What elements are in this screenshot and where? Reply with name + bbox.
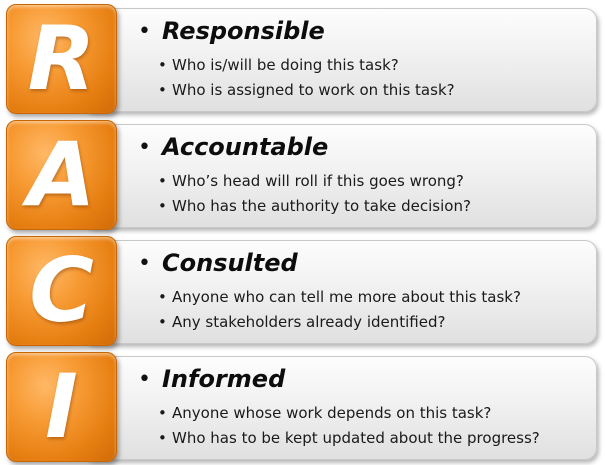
letter-tile-c: C: [6, 236, 117, 346]
bullet-icon: •: [138, 18, 151, 44]
list-item: • Who is assigned to work on this task?: [158, 77, 588, 102]
content-consulted: • Consulted • Anyone who can tell me mor…: [138, 246, 588, 334]
question-text: Any stakeholders already identified?: [172, 312, 446, 331]
role-title-consulted: Consulted: [162, 249, 298, 277]
question-text: Anyone who can tell me more about this t…: [172, 287, 521, 306]
list-item: • Anyone who can tell me more about this…: [158, 284, 588, 309]
question-text: Who has the authority to take decision?: [172, 196, 471, 215]
title-line-responsible: • Responsible: [138, 14, 588, 48]
question-list-responsible: • Who is/will be doing this task? • Who …: [138, 52, 588, 102]
list-item: • Who is/will be doing this task?: [158, 52, 588, 77]
letter-r: R: [27, 7, 96, 110]
question-list-accountable: • Who’s head will roll if this goes wron…: [138, 168, 588, 218]
raci-row-informed: I • Informed • Anyone whose work depends…: [0, 352, 605, 464]
raci-row-responsible: R • Responsible • Who is/will be doing t…: [0, 4, 605, 116]
letter-a: A: [27, 123, 96, 226]
bullet-icon: •: [158, 312, 167, 331]
letter-tile-a: A: [6, 120, 117, 230]
panel-consulted: [82, 240, 597, 344]
letter-i: I: [45, 355, 78, 458]
list-item: • Any stakeholders already identified?: [158, 309, 588, 334]
letter-tile-r: R: [6, 4, 117, 114]
content-responsible: • Responsible • Who is/will be doing thi…: [138, 14, 588, 102]
raci-row-consulted: C • Consulted • Anyone who can tell me m…: [0, 236, 605, 348]
bullet-icon: •: [158, 171, 167, 190]
question-list-consulted: • Anyone who can tell me more about this…: [138, 284, 588, 334]
list-item: • Anyone whose work depends on this task…: [158, 400, 588, 425]
bullet-icon: •: [158, 428, 167, 447]
panel-informed: [82, 356, 597, 460]
role-title-accountable: Accountable: [162, 133, 329, 161]
list-item: • Who has to be kept updated about the p…: [158, 425, 588, 450]
question-text: Who is assigned to work on this task?: [172, 80, 455, 99]
title-line-informed: • Informed: [138, 362, 588, 396]
question-list-informed: • Anyone whose work depends on this task…: [138, 400, 588, 450]
question-text: Anyone whose work depends on this task?: [172, 403, 492, 422]
bullet-icon: •: [158, 403, 167, 422]
title-line-consulted: • Consulted: [138, 246, 588, 280]
content-accountable: • Accountable • Who’s head will roll if …: [138, 130, 588, 218]
bullet-icon: •: [158, 55, 167, 74]
question-text: Who is/will be doing this task?: [172, 55, 399, 74]
panel-accountable: [82, 124, 597, 228]
question-text: Who has to be kept updated about the pro…: [172, 428, 540, 447]
role-title-informed: Informed: [162, 365, 286, 393]
bullet-icon: •: [138, 366, 151, 392]
raci-row-accountable: A • Accountable • Who’s head will roll i…: [0, 120, 605, 232]
list-item: • Who’s head will roll if this goes wron…: [158, 168, 588, 193]
list-item: • Who has the authority to take decision…: [158, 193, 588, 218]
bullet-icon: •: [158, 287, 167, 306]
letter-c: C: [29, 239, 94, 342]
content-informed: • Informed • Anyone whose work depends o…: [138, 362, 588, 450]
title-line-accountable: • Accountable: [138, 130, 588, 164]
bullet-icon: •: [138, 250, 151, 276]
bullet-icon: •: [158, 80, 167, 99]
role-title-responsible: Responsible: [162, 17, 325, 45]
bullet-icon: •: [138, 134, 151, 160]
question-text: Who’s head will roll if this goes wrong?: [172, 171, 464, 190]
bullet-icon: •: [158, 196, 167, 215]
panel-responsible: [82, 8, 597, 112]
letter-tile-i: I: [6, 352, 117, 462]
